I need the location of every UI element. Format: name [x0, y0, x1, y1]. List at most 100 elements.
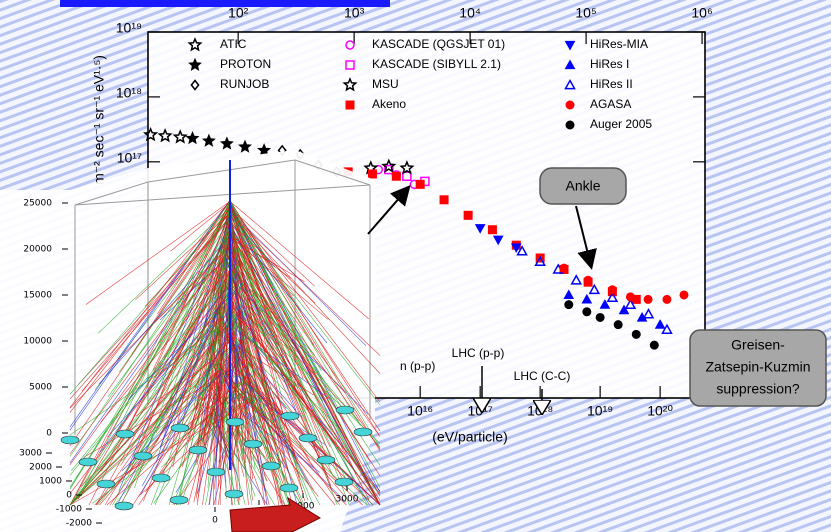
shower-track: [229, 212, 381, 356]
shower-track: [85, 201, 231, 305]
shower-track: [241, 317, 381, 506]
detector: [353, 427, 373, 437]
shower-track: [69, 361, 229, 506]
ground-y-tick-label: 2000: [29, 463, 52, 473]
shower-track: [193, 212, 231, 300]
shower-track: [228, 236, 298, 506]
shower-track: [176, 264, 236, 506]
shower-track: [189, 397, 206, 442]
shower-track: [230, 223, 328, 344]
shower-track: [229, 201, 350, 506]
shower-track: [230, 211, 367, 347]
x-tick-label: 10¹⁹: [587, 403, 613, 419]
shower-track: [69, 289, 239, 506]
ankle-arrow: [575, 205, 597, 270]
shower-track: [69, 232, 227, 490]
shower-track: [170, 202, 231, 252]
shower-track: [177, 260, 233, 506]
gzk-label: suppression?: [716, 381, 799, 397]
shower-track: [189, 359, 214, 430]
shower-track: [165, 255, 236, 416]
legend-marker: [564, 78, 576, 90]
shower-track: [141, 309, 243, 486]
ground-y-tick-label: -2000: [66, 519, 92, 529]
box-edge: [147, 159, 296, 183]
z-tick-label: 5000: [29, 383, 52, 393]
detector: [206, 467, 226, 477]
detector: [115, 429, 135, 439]
shower-track: [235, 309, 287, 486]
lhc-cc-label: LHC (C-C): [514, 369, 571, 383]
legend-label: HiRes-MIA: [590, 37, 648, 51]
series: [474, 224, 522, 253]
legend-label: HiRes I: [590, 57, 629, 71]
shower-track: [229, 384, 253, 506]
legend-label: HiRes II: [590, 77, 633, 91]
shower-track: [96, 279, 240, 476]
shower-track: [228, 407, 259, 457]
shower-track: [229, 212, 381, 374]
detector: [243, 439, 263, 449]
x-tick-label: 10¹⁷: [468, 403, 493, 419]
ground-y-tick-label: 3000: [19, 449, 42, 459]
shower-track: [69, 217, 233, 506]
shower-track: [233, 230, 381, 506]
shower-track: [185, 301, 221, 351]
legend-label: PROTON: [220, 57, 271, 71]
detector: [133, 451, 153, 461]
tevatron-label: n (p-p): [400, 359, 435, 373]
data-point: [570, 274, 583, 285]
data-point: [588, 283, 601, 295]
shower-track: [69, 218, 231, 400]
legend-label: AGASA: [590, 97, 631, 111]
data-point: [606, 291, 619, 302]
detector: [188, 445, 208, 455]
shower-track: [220, 369, 227, 448]
box-edge: [74, 181, 149, 206]
shower-track: [106, 397, 229, 506]
z-tick-label: 0: [46, 429, 52, 439]
shower-track: [238, 312, 253, 501]
ground-y-tick-label: -1000: [56, 505, 82, 515]
data-point: [662, 294, 672, 304]
legend-label: RUNJOB: [220, 77, 269, 91]
data-point: [581, 293, 593, 304]
shower-track: [223, 324, 270, 506]
shower-track: [219, 412, 246, 506]
gzk-label: Zatsepin-Kuzmin: [705, 359, 810, 375]
ankle-label: Ankle: [565, 178, 600, 194]
data-point: [599, 299, 611, 309]
data-point: [618, 304, 630, 315]
shower-track: [235, 324, 299, 389]
data-point: [238, 139, 252, 153]
shower-track: [241, 344, 290, 396]
z-tick-label: 20000: [23, 245, 52, 255]
shower-track: [234, 249, 331, 448]
legend-label: Auger 2005: [590, 117, 652, 131]
shower-track: [69, 275, 237, 494]
shower-track: [220, 290, 266, 492]
shower-track: [135, 344, 235, 417]
data-point: [631, 329, 641, 339]
data-point: [642, 308, 655, 319]
box-edge: [294, 159, 371, 186]
z-tick-label: 25000: [23, 199, 52, 209]
shower-track: [69, 333, 247, 506]
shower-track: [135, 212, 231, 301]
data-point: [510, 243, 522, 253]
y-tick-label: 10¹⁷: [117, 150, 142, 166]
data-point: [649, 340, 659, 350]
shower-track: [143, 297, 223, 502]
shower-track: [230, 213, 381, 406]
shower-track: [235, 358, 290, 506]
data-point: [661, 323, 673, 334]
legend-marker: [190, 79, 200, 91]
data-point: [474, 224, 486, 234]
shower-track: [109, 321, 242, 506]
detector: [279, 483, 299, 493]
y-tick-label: 10¹⁹: [116, 20, 142, 36]
shower-track: [69, 348, 229, 506]
shower-track: [195, 373, 216, 451]
shower-track: [197, 253, 227, 506]
